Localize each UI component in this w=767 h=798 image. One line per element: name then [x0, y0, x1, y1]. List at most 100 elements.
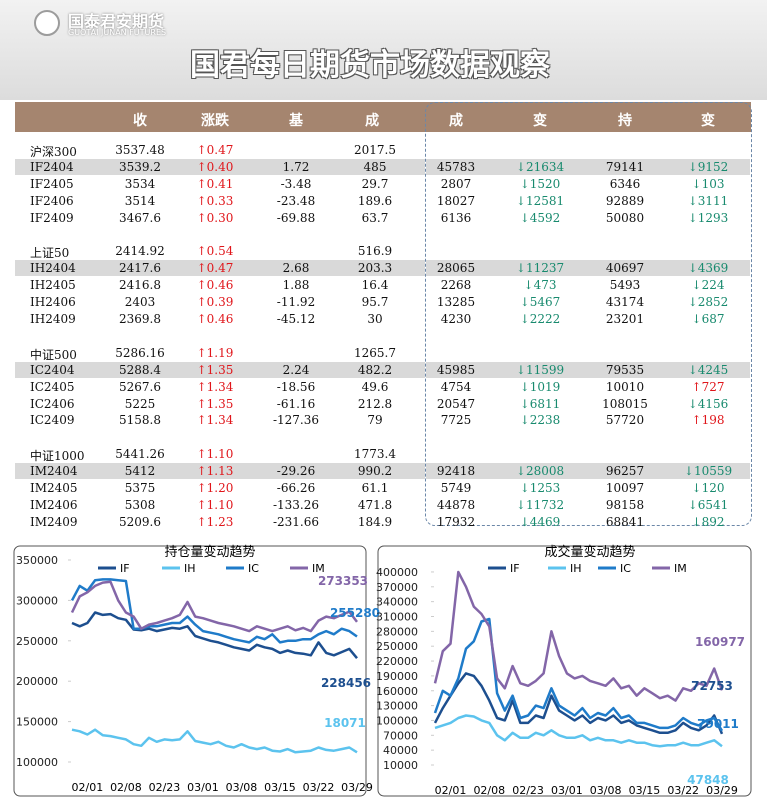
- cell: IC2405: [30, 379, 75, 394]
- cell: -3.48: [280, 176, 312, 191]
- cell: -23.48: [276, 193, 316, 208]
- cell: 上证50: [30, 246, 70, 261]
- cell: 5493: [609, 278, 641, 293]
- cell: ↓224: [691, 278, 725, 293]
- x-tick-label: 03/29: [706, 784, 738, 797]
- series-line: [71, 728, 358, 754]
- y-tick-label: 400000: [376, 566, 418, 579]
- cell: ↓4369: [687, 261, 729, 276]
- chart-title: 持仓量变动趋势: [164, 544, 255, 560]
- cell: 203.3: [357, 261, 393, 276]
- legend-label: IF: [510, 562, 520, 575]
- cell: 29.7: [361, 176, 389, 191]
- annotation: 228456: [321, 676, 371, 690]
- annotation: 72753: [691, 679, 733, 693]
- cell: -133.26: [272, 497, 320, 512]
- cell: 79535: [605, 362, 645, 377]
- x-tick-label: 03/15: [629, 784, 661, 797]
- cell: 63.7: [361, 210, 389, 225]
- cell: 2403: [124, 295, 156, 310]
- cell: ↑1.10: [196, 497, 234, 512]
- series-line: [433, 570, 724, 702]
- cell: ↓4245: [687, 362, 729, 377]
- cell: 2.68: [282, 261, 310, 276]
- cell: -29.26: [276, 464, 316, 479]
- x-tick-label: 02/08: [110, 781, 142, 794]
- cell: 3537.48: [115, 143, 165, 157]
- table-header-bar: [15, 102, 751, 132]
- annotation: 18071: [324, 716, 366, 730]
- cell: ↑1.23: [196, 514, 234, 529]
- cell: 43174: [605, 295, 645, 310]
- legend-label: IF: [120, 562, 130, 575]
- cell: ↑1.13: [196, 464, 234, 479]
- cell: 5267.6: [119, 379, 161, 394]
- legend-label: IH: [184, 562, 196, 575]
- y-tick-label: 100000: [16, 756, 58, 769]
- cell: 92418: [436, 464, 476, 479]
- legend-label: IC: [248, 562, 259, 575]
- row-shade: [15, 158, 425, 175]
- cell: 95.7: [361, 295, 389, 310]
- x-tick-label: 03/01: [551, 784, 583, 797]
- cell: ↓11237: [515, 261, 565, 276]
- cell: ↓1253: [519, 481, 561, 495]
- cell: ↓687: [691, 312, 725, 326]
- cell: -69.88: [276, 210, 316, 225]
- x-tick-label: 02/23: [512, 784, 544, 797]
- legend-label: IM: [674, 562, 687, 575]
- cell: ↑1.10: [196, 447, 234, 462]
- row-shade: [15, 463, 425, 480]
- cell: 5375: [124, 481, 156, 495]
- cell: IF2404: [30, 159, 74, 174]
- series-line: [70, 578, 358, 644]
- cell: ↑1.34: [196, 379, 234, 394]
- y-tick-label: 40000: [383, 744, 418, 757]
- cell: ↓6811: [519, 396, 561, 411]
- legend-label: IH: [570, 562, 582, 575]
- cell: IF2409: [30, 210, 74, 225]
- cell: 5225: [124, 396, 156, 411]
- charts: 持仓量变动趋势 100000 150000 200000 250000 300000 350…: [13, 544, 752, 797]
- cell: 16.4: [361, 278, 389, 293]
- cell: -11.92: [276, 295, 316, 310]
- cell: 1265.7: [354, 345, 396, 360]
- x-tick-label: 02/23: [149, 781, 181, 794]
- cell: 50080: [605, 210, 645, 225]
- cell: 10010: [605, 379, 645, 394]
- cell: 6346: [609, 176, 641, 191]
- column-header: 变动: [533, 113, 547, 149]
- y-tick-label: 200000: [16, 675, 58, 688]
- highlight-box: [425, 102, 752, 526]
- cell: ↓1293: [687, 210, 729, 225]
- cell: 2268: [440, 278, 472, 293]
- cell: ↑1.35: [196, 362, 234, 377]
- cell: -231.66: [272, 514, 320, 529]
- cell: 2417.6: [119, 261, 161, 276]
- y-tick-label: 10000: [383, 759, 418, 772]
- cell: ↓103: [691, 176, 725, 191]
- cell: IF2405: [30, 176, 74, 191]
- cell: 30: [367, 312, 383, 326]
- cell: 3514: [124, 193, 156, 208]
- chart-frame: [377, 545, 752, 797]
- cell: 2369.8: [119, 312, 161, 326]
- y-tick-label: 160000: [376, 685, 418, 698]
- cell: 5308: [124, 497, 156, 512]
- cell: 485: [363, 159, 387, 174]
- cell: 3534: [124, 176, 156, 191]
- cell: ↑0.54: [196, 244, 234, 259]
- cell: 45783: [436, 159, 476, 174]
- cell: 79141: [605, 159, 645, 174]
- x-tick-label: 03/08: [226, 781, 258, 794]
- cell: ↑1.34: [196, 413, 234, 428]
- cell: 6136: [440, 210, 472, 225]
- column-header: 基差: [289, 113, 303, 149]
- cell: ↓3111: [687, 193, 729, 208]
- cell: -66.26: [276, 481, 316, 495]
- cell: 184.9: [357, 514, 393, 529]
- cell: ↓11732: [515, 497, 565, 512]
- cell: ↓28008: [515, 464, 565, 479]
- cell: ↓2238: [519, 413, 561, 428]
